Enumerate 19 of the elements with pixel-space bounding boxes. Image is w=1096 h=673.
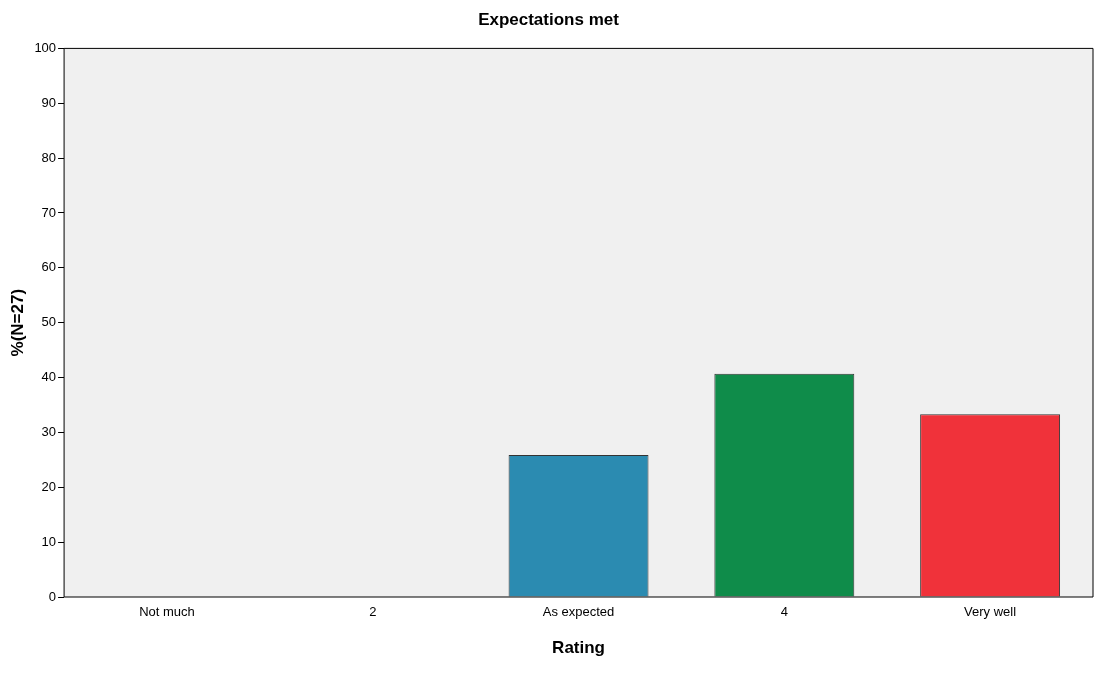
y-tick-label: 60	[41, 259, 57, 275]
y-tick-label: 0	[48, 588, 57, 604]
chart-title: Expectations met	[478, 9, 620, 29]
x-tick-label: 2	[369, 604, 377, 620]
y-tick-label: 20	[41, 478, 57, 494]
x-tick-label: Very well	[964, 604, 1017, 620]
y-tick-label: 70	[41, 204, 57, 220]
y-axis-title: %(N=27)	[7, 288, 27, 357]
y-tick-label: 40	[41, 369, 57, 385]
y-tick-label: 100	[34, 39, 57, 55]
y-tick-label: 30	[41, 424, 57, 439]
x-axis-title: Rating	[552, 638, 605, 658]
y-tick-label: 50	[41, 314, 57, 330]
x-tick-label: As expected	[542, 604, 615, 620]
y-tick-label: 80	[41, 149, 57, 165]
y-tick-label: 10	[41, 533, 57, 549]
y-tick-label: 90	[41, 94, 57, 110]
x-tick-label: 4	[780, 604, 788, 620]
x-tick-label: Not much	[139, 604, 195, 620]
